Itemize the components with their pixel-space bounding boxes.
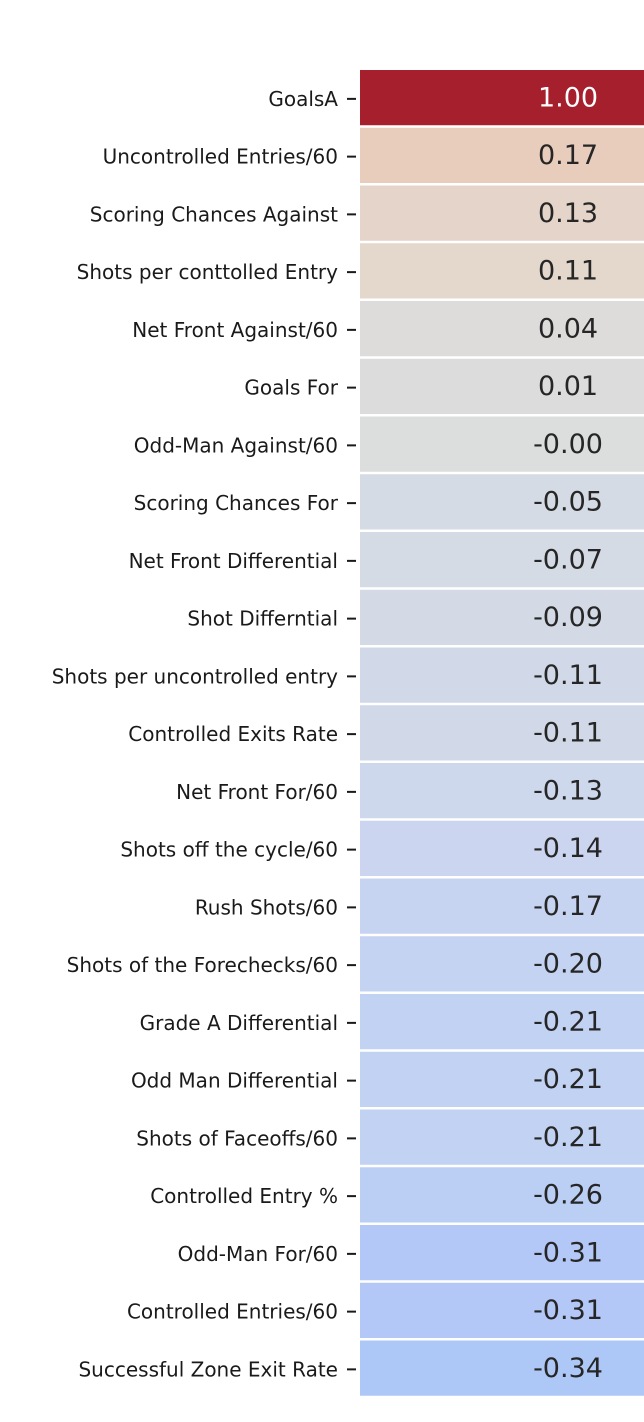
heatmap-cell-successful-zone-exit-rate xyxy=(360,1340,644,1396)
cell-value-label: 0.11 xyxy=(538,256,598,287)
cell-value-label: -0.00 xyxy=(533,429,603,460)
y-tick-label: Net Front For/60 xyxy=(176,780,338,804)
heatmap-cell-net-front-against-60 xyxy=(360,301,644,357)
heatmap-cell-uncontrolled-entries-60 xyxy=(360,127,644,183)
y-tick-label: Shots per conttolled Entry xyxy=(77,260,338,284)
y-tick-label: Uncontrolled Entries/60 xyxy=(103,145,338,169)
y-tick-label: Scoring Chances Against xyxy=(90,202,338,226)
cell-value-label: 0.13 xyxy=(538,198,598,229)
y-tick-label: Shots off the cycle/60 xyxy=(120,838,338,862)
heatmap-cell-scoring-chances-against xyxy=(360,185,644,241)
heatmap-cell-controlled-entries-60 xyxy=(360,1282,644,1338)
y-tick-label: Goals For xyxy=(244,376,338,400)
y-tick-label: Rush Shots/60 xyxy=(195,895,338,919)
cell-value-label: 0.17 xyxy=(538,140,598,171)
cell-value-label: -0.05 xyxy=(533,487,603,518)
y-tick-label: Odd-Man Against/60 xyxy=(134,433,338,457)
y-tick-label: Net Front Differential xyxy=(129,549,338,573)
y-tick-label: Scoring Chances For xyxy=(134,491,339,515)
y-tick-label: Odd-Man For/60 xyxy=(178,1242,338,1266)
y-tick-label: Controlled Entries/60 xyxy=(127,1300,338,1324)
cell-value-label: -0.09 xyxy=(533,602,603,633)
cell-value-label: -0.20 xyxy=(533,949,603,980)
heatmap-cell-controlled-exits-rate xyxy=(360,705,644,761)
cell-value-label: -0.31 xyxy=(533,1237,603,1268)
y-tick-label: Odd Man Differential xyxy=(131,1069,338,1093)
heatmap-cell-shots-per-conttolled-entry xyxy=(360,243,644,299)
cell-value-label: -0.21 xyxy=(533,1122,603,1153)
heatmap-cell-net-front-for-60 xyxy=(360,763,644,819)
heatmap-cell-goals-for xyxy=(360,358,644,414)
cell-value-label: -0.31 xyxy=(533,1295,603,1326)
y-tick-label: Shots of the Forechecks/60 xyxy=(67,953,338,977)
y-tick-label: Net Front Against/60 xyxy=(132,318,338,342)
heatmap-cell-scoring-chances-for xyxy=(360,474,644,530)
cell-value-label: -0.21 xyxy=(533,1064,603,1095)
cell-value-label: -0.21 xyxy=(533,1006,603,1037)
heatmap-cell-shots-off-the-cycle-60 xyxy=(360,820,644,876)
heatmap-cell-goalsa xyxy=(360,70,644,126)
y-tick-label: Controlled Entry % xyxy=(150,1184,338,1208)
y-tick-label: Shots per uncontrolled entry xyxy=(52,664,338,688)
y-tick-label: GoalsA xyxy=(268,87,338,111)
heatmap-cell-shots-of-faceoffs-60 xyxy=(360,1109,644,1165)
y-tick-label: Successful Zone Exit Rate xyxy=(78,1357,338,1381)
cell-value-label: -0.14 xyxy=(533,833,603,864)
heatmap-cell-net-front-differential xyxy=(360,532,644,588)
cell-value-label: -0.13 xyxy=(533,775,603,806)
heatmap-cell-odd-man-differential xyxy=(360,1051,644,1107)
y-tick-label: Shots of Faceoffs/60 xyxy=(136,1126,338,1150)
cell-value-label: -0.34 xyxy=(533,1353,603,1384)
y-tick-label: Controlled Exits Rate xyxy=(128,722,338,746)
cell-value-label: -0.17 xyxy=(533,891,603,922)
cell-value-labels: 1.00 0.17 0.13 0.11 0.04 0.01 -0.00 -0.05 -0.07 -… xyxy=(533,82,603,1384)
heatmap-cell-shots-per-uncontrolled-entry xyxy=(360,647,644,703)
cell-value-label: -0.11 xyxy=(533,718,603,749)
heatmap-cell-rush-shots-60 xyxy=(360,878,644,934)
heatmap-cell-grade-a-differential xyxy=(360,994,644,1050)
y-axis-ticks xyxy=(347,97,356,1371)
y-tick-label: Shot Differntial xyxy=(187,607,338,631)
cell-value-label: -0.07 xyxy=(533,544,603,575)
heatmap-cell-odd-man-for-60 xyxy=(360,1225,644,1281)
y-axis-tick-labels: GoalsA Uncontrolled Entries/60 Scoring Cha… xyxy=(52,87,339,1382)
cell-value-label: 0.04 xyxy=(538,313,598,344)
cell-value-label: -0.26 xyxy=(533,1180,603,1211)
cell-value-label: 0.01 xyxy=(538,371,598,402)
cell-value-label: -0.11 xyxy=(533,660,603,691)
heatmap-cells xyxy=(360,70,644,1396)
heatmap-cell-shot-differntial xyxy=(360,589,644,645)
heatmap-cell-controlled-entry-pct xyxy=(360,1167,644,1223)
heatmap-cell-odd-man-against-60 xyxy=(360,416,644,472)
y-tick-label: Grade A Differential xyxy=(140,1011,338,1035)
heatmap-cell-shots-of-the-forechecks-60 xyxy=(360,936,644,992)
cell-value-label: 1.00 xyxy=(538,82,598,113)
